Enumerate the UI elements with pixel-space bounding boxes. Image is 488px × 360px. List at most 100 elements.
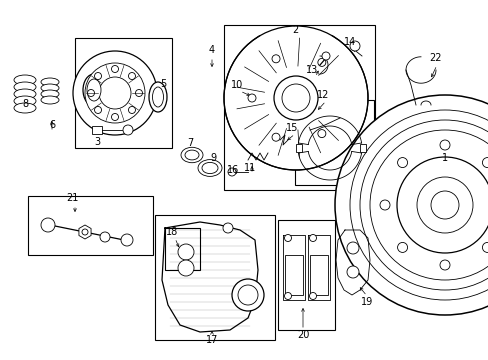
Circle shape [85,63,145,123]
Circle shape [359,120,488,290]
Ellipse shape [41,78,59,86]
Ellipse shape [87,79,101,101]
Circle shape [309,234,316,242]
Text: 20: 20 [296,330,308,340]
Text: 21: 21 [66,193,78,203]
Ellipse shape [14,96,36,106]
Circle shape [123,125,133,135]
Text: 2: 2 [291,25,298,35]
Text: 12: 12 [316,90,328,100]
Text: 18: 18 [165,227,178,237]
Circle shape [379,200,389,210]
Circle shape [99,77,131,109]
Ellipse shape [14,82,36,92]
Text: 11: 11 [244,163,256,173]
Bar [75,38,172,148]
Text: 15: 15 [285,123,298,133]
Circle shape [231,279,264,311]
Text: 14: 14 [343,37,355,47]
Bar [224,25,374,190]
Circle shape [317,130,325,138]
Circle shape [111,113,118,121]
Circle shape [321,52,329,60]
Bar [294,100,373,185]
Text: 19: 19 [360,297,372,307]
Circle shape [349,110,488,300]
Circle shape [247,94,256,102]
Ellipse shape [184,150,199,160]
Circle shape [224,26,367,170]
Text: 17: 17 [205,335,218,345]
Circle shape [369,130,488,280]
Circle shape [227,168,236,176]
Circle shape [73,51,157,135]
Bar [164,228,200,270]
Bar [28,196,153,255]
Circle shape [439,260,449,270]
Circle shape [41,218,55,232]
Text: 22: 22 [428,53,440,63]
Text: 16: 16 [226,165,239,175]
Ellipse shape [14,75,36,85]
Circle shape [111,66,118,72]
Circle shape [128,72,135,80]
Text: 4: 4 [208,45,215,55]
Circle shape [282,84,309,112]
Text: 3: 3 [94,137,100,147]
Circle shape [178,260,194,276]
Circle shape [135,90,142,96]
Bar [92,126,102,134]
Circle shape [271,55,280,63]
Text: 6: 6 [49,120,55,130]
Ellipse shape [83,74,105,106]
Circle shape [397,158,407,167]
Circle shape [396,157,488,253]
Text: 7: 7 [186,138,193,148]
Circle shape [121,234,133,246]
Ellipse shape [152,87,163,107]
Circle shape [349,41,359,51]
Circle shape [346,266,358,278]
Bar [285,255,303,295]
Circle shape [82,229,88,235]
Ellipse shape [198,159,222,176]
Circle shape [284,234,291,242]
Text: 13: 13 [305,65,318,75]
Circle shape [284,292,291,300]
Circle shape [397,242,407,252]
Circle shape [334,95,488,315]
Ellipse shape [41,84,59,92]
Text: 8: 8 [22,99,28,109]
Bar [278,220,334,330]
Bar [295,144,302,152]
Circle shape [128,107,135,113]
Circle shape [238,285,258,305]
Circle shape [223,223,232,233]
Ellipse shape [14,89,36,99]
Text: 5: 5 [160,79,166,89]
Ellipse shape [41,90,59,98]
Bar [155,215,274,340]
Circle shape [273,76,317,120]
Ellipse shape [202,162,218,174]
Bar [359,144,365,152]
Circle shape [482,158,488,167]
Circle shape [309,292,316,300]
Circle shape [482,242,488,252]
Text: 1: 1 [441,153,447,163]
Circle shape [94,107,102,113]
Ellipse shape [181,147,203,163]
Circle shape [430,191,458,219]
Ellipse shape [14,103,36,113]
Text: 9: 9 [209,153,216,163]
Circle shape [439,140,449,150]
Bar [309,255,327,295]
Circle shape [271,133,280,141]
Circle shape [94,72,102,80]
Ellipse shape [149,82,167,112]
Circle shape [346,242,358,254]
Circle shape [100,232,110,242]
Ellipse shape [41,96,59,104]
Circle shape [416,177,472,233]
Text: 10: 10 [230,80,243,90]
